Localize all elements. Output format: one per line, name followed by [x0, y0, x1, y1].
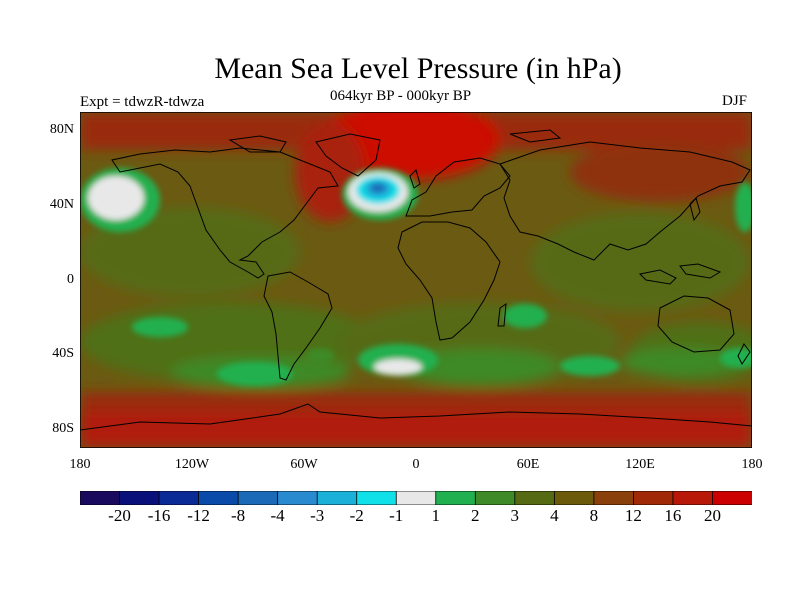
colorbar-swatch — [593, 491, 635, 505]
colorbar-tick-label: 16 — [664, 506, 682, 525]
pressure-map — [80, 112, 752, 448]
colorbar-swatch — [316, 491, 358, 505]
colorbar-tick-label: -1 — [389, 506, 404, 525]
lon-label-120w: 120W — [174, 457, 210, 472]
lat-label-80n: 80N — [49, 122, 74, 137]
colorbar-tick-label: 4 — [550, 506, 559, 525]
lat-label-40n: 40N — [49, 197, 74, 212]
lon-label-0: 0 — [412, 457, 420, 472]
colorbar-tick-label: -8 — [231, 506, 246, 525]
colorbar-swatch — [553, 491, 595, 505]
experiment-label: Expt = tdwzR-tdwza — [80, 94, 205, 110]
lat-label-40s: 40S — [52, 346, 74, 361]
colorbar-swatch — [514, 491, 556, 505]
colorbar-swatch — [633, 491, 674, 505]
lon-label-180e: 180 — [741, 457, 763, 472]
colorbar-swatch — [158, 491, 200, 505]
colorbar-tick-label: -16 — [147, 506, 171, 525]
colorbar-swatch — [395, 491, 437, 505]
coastlines — [80, 129, 752, 431]
colorbar-swatch — [277, 491, 319, 505]
colorbar-tick-label: -12 — [187, 506, 210, 525]
period-label: 064kyr BP - 000kyr BP — [330, 88, 472, 104]
lon-label-60e: 60E — [516, 457, 540, 472]
season-label: DJF — [722, 93, 748, 109]
colorbar — [80, 491, 752, 505]
colorbar-tick-label: -20 — [108, 506, 131, 525]
lat-label-80s: 80S — [52, 421, 74, 436]
colorbar-swatch — [198, 491, 240, 505]
colorbar-swatch — [474, 491, 516, 505]
colorbar-tick-label: 20 — [704, 506, 721, 525]
colorbar-tick-label: 12 — [624, 506, 642, 525]
map-title: Mean Sea Level Pressure (in hPa) — [214, 52, 622, 85]
colorbar-tick-label: 1 — [431, 506, 441, 525]
colorbar-swatch — [435, 491, 477, 505]
lon-label-180w: 180 — [69, 457, 91, 472]
colorbar-tick-label: 3 — [510, 506, 520, 525]
lon-label-120e: 120E — [625, 457, 655, 472]
colorbar-tick-label: 2 — [471, 506, 480, 525]
colorbar-swatch — [356, 491, 398, 505]
colorbar-swatch — [237, 491, 279, 505]
colorbar-tick-label: 8 — [589, 506, 599, 525]
colorbar-swatch — [80, 491, 121, 505]
colorbar-tick-label: -3 — [310, 506, 325, 525]
colorbar-tick-label: -4 — [270, 506, 285, 525]
colorbar-swatch — [119, 491, 160, 505]
lat-label-eq: 0 — [67, 272, 74, 287]
colorbar-swatch — [672, 491, 714, 505]
anomaly-cells — [80, 168, 752, 386]
colorbar-tick-label: -2 — [349, 506, 364, 525]
colorbar-swatch — [712, 491, 752, 505]
lon-label-60w: 60W — [290, 457, 318, 472]
